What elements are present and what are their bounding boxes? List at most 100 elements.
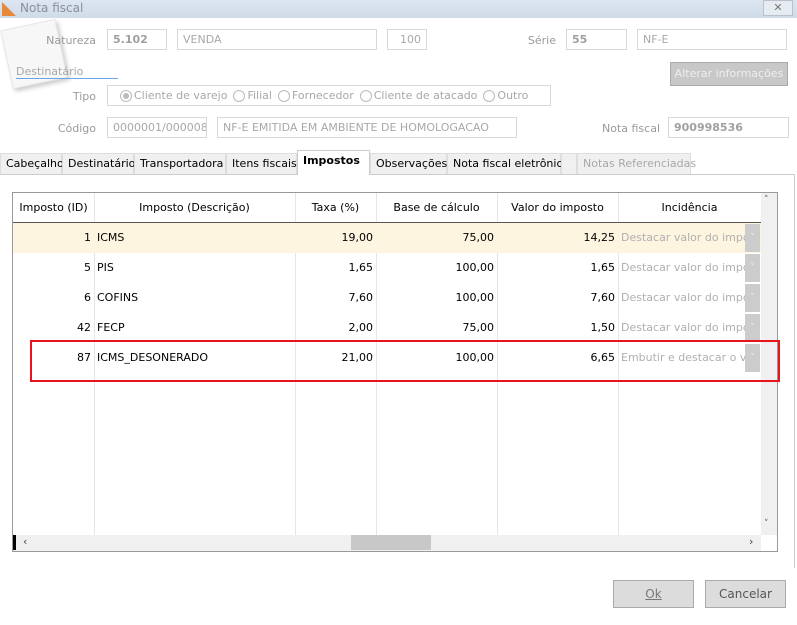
title-bar: Nota fiscal ✕ <box>0 0 797 18</box>
cell-valor: 1,50 <box>590 321 616 334</box>
radio-icon <box>277 89 290 102</box>
cell-desc: ICMS <box>97 231 125 244</box>
header-taxa[interactable]: Taxa (%) <box>295 193 376 223</box>
col-divider <box>497 193 498 535</box>
cell-desc: FECP <box>97 321 125 334</box>
cell-inc[interactable]: Destacar valor do imposto <box>621 321 745 334</box>
footer: Ok Cancelar <box>0 568 797 625</box>
cell-id: 87 <box>77 351 91 364</box>
tipo-radio-group: Cliente de varejo Filial Fornecedor Clie… <box>107 85 551 106</box>
tab-observacoes[interactable]: Observações <box>370 153 447 174</box>
table-row[interactable]: 6 COFINS 7,60 100,00 7,60 Destacar valor do i… <box>13 283 761 313</box>
cell-inc[interactable]: Destacar valor do imposto <box>621 231 745 244</box>
codigo-field[interactable]: 0000001/000008 <box>107 117 207 138</box>
cell-inc[interactable]: Destacar valor do imposto <box>621 261 745 274</box>
cell-base: 100,00 <box>455 351 495 364</box>
radio-icon <box>483 89 496 102</box>
section-destinatario: Destinatário <box>16 65 84 78</box>
cell-taxa: 1,65 <box>348 261 374 274</box>
cell-taxa: 2,00 <box>348 321 374 334</box>
cell-valor: 14,25 <box>583 231 616 244</box>
app-icon <box>2 2 16 16</box>
natureza-desc-field[interactable]: VENDA <box>177 29 377 50</box>
scroll-down-icon[interactable]: ˅ <box>764 519 769 529</box>
radio-filial[interactable]: Filial <box>233 89 272 102</box>
tab-transportadora[interactable]: Transportadora <box>134 153 226 174</box>
close-button[interactable]: ✕ <box>763 0 793 16</box>
alterar-informacoes-button[interactable]: Alterar informações <box>670 62 788 86</box>
header-incidencia[interactable]: Incidência <box>618 193 761 223</box>
tipo-label: Tipo <box>72 90 96 103</box>
chevron-down-icon[interactable]: ˅ <box>745 224 760 252</box>
serie-desc-field[interactable]: NF-E <box>637 29 787 50</box>
table-row[interactable]: 1 ICMS 19,00 75,00 14,25 Destacar valor do im… <box>13 223 761 253</box>
radio-cliente-atacado[interactable]: Cliente de atacado <box>359 89 478 102</box>
tab-destinatario[interactable]: Destinatário <box>62 153 135 174</box>
radio-cliente-varejo[interactable]: Cliente de varejo <box>120 89 227 102</box>
cell-desc: ICMS_DESONERADO <box>97 351 208 364</box>
cell-valor: 1,65 <box>590 261 616 274</box>
cell-base: 100,00 <box>455 291 495 304</box>
radio-label: Filial <box>247 89 272 102</box>
chevron-down-icon[interactable]: ˅ <box>745 284 760 312</box>
cell-taxa: 19,00 <box>341 231 374 244</box>
scroll-marker <box>13 535 16 550</box>
serie-code-field[interactable]: 55 <box>566 29 627 50</box>
scroll-left-icon[interactable]: ‹ <box>23 535 28 548</box>
cell-desc: PIS <box>97 261 114 274</box>
cell-inc[interactable]: Destacar valor do imposto <box>621 291 745 304</box>
natureza-num-field[interactable]: 100 <box>387 29 427 50</box>
cell-base: 100,00 <box>455 261 495 274</box>
radio-icon <box>359 89 372 102</box>
cell-valor: 6,65 <box>590 351 616 364</box>
window-title: Nota fiscal <box>20 1 84 15</box>
nota-fiscal-label: Nota fiscal <box>601 122 660 135</box>
tab-nota-fiscal-eletronica[interactable]: Nota fiscal eletrônica <box>447 153 569 174</box>
header-imposto-descricao[interactable]: Imposto (Descrição) <box>94 193 295 223</box>
natureza-code-field[interactable]: 5.102 <box>107 29 167 50</box>
header-imposto-id[interactable]: Imposto (ID) <box>13 193 94 223</box>
col-divider <box>94 193 95 535</box>
radio-label: Outro <box>497 89 529 102</box>
cell-taxa: 21,00 <box>341 351 374 364</box>
ok-button[interactable]: Ok <box>613 580 694 608</box>
chevron-down-icon[interactable]: ˅ <box>745 344 760 372</box>
natureza-label: Natureza <box>46 34 96 47</box>
cancel-button[interactable]: Cancelar <box>705 580 786 608</box>
cell-taxa: 7,60 <box>348 291 374 304</box>
radio-label: Fornecedor <box>291 89 354 102</box>
chevron-down-icon[interactable]: ˅ <box>745 254 760 282</box>
header-base-calculo[interactable]: Base de cálculo <box>376 193 497 223</box>
cell-base: 75,00 <box>462 231 495 244</box>
tab-impostos[interactable]: Impostos <box>297 150 370 175</box>
tab-blank[interactable] <box>561 153 577 174</box>
cell-id: 1 <box>84 231 91 244</box>
table-row[interactable]: 5 PIS 1,65 100,00 1,65 Destacar valor do impo… <box>13 253 761 283</box>
cell-inc[interactable]: Embutir e destacar o valor <box>621 351 745 364</box>
table-row[interactable]: 42 FECP 2,00 75,00 1,50 Destacar valor do imp… <box>13 313 761 343</box>
tab-itens-fiscais[interactable]: Itens fiscais <box>226 153 297 174</box>
cell-valor: 7,60 <box>590 291 616 304</box>
nota-fiscal-field[interactable]: 900998536 <box>668 117 789 138</box>
scroll-up-icon[interactable]: ˄ <box>764 195 769 205</box>
section-divider <box>16 78 118 79</box>
radio-label: Cliente de atacado <box>373 89 478 102</box>
col-divider <box>376 193 377 535</box>
codigo-desc-field[interactable]: NF-E EMITIDA EM AMBIENTE DE HOMOLOGACAO <box>217 117 517 138</box>
scroll-thumb[interactable] <box>351 535 431 550</box>
radio-outro[interactable]: Outro <box>483 89 528 102</box>
radio-selected-icon <box>120 89 132 102</box>
cell-id: 42 <box>77 321 91 334</box>
tab-notas-referenciadas[interactable]: Notas Referenciadas <box>577 153 696 174</box>
vertical-scrollbar[interactable]: ˄ ˅ <box>761 193 777 535</box>
horizontal-scrollbar[interactable]: ‹ › <box>13 535 761 551</box>
scroll-right-icon[interactable]: › <box>749 535 754 548</box>
radio-fornecedor[interactable]: Fornecedor <box>277 89 354 102</box>
table-row[interactable]: 87 ICMS_DESONERADO 21,00 100,00 6,65 Embutir … <box>13 343 761 373</box>
col-divider <box>618 193 619 535</box>
header-valor-imposto[interactable]: Valor do imposto <box>497 193 618 223</box>
radio-label: Cliente de varejo <box>134 89 228 102</box>
tab-cabecalho[interactable]: Cabeçalho <box>0 153 64 174</box>
chevron-down-icon[interactable]: ˅ <box>745 314 760 342</box>
cell-id: 5 <box>84 261 91 274</box>
